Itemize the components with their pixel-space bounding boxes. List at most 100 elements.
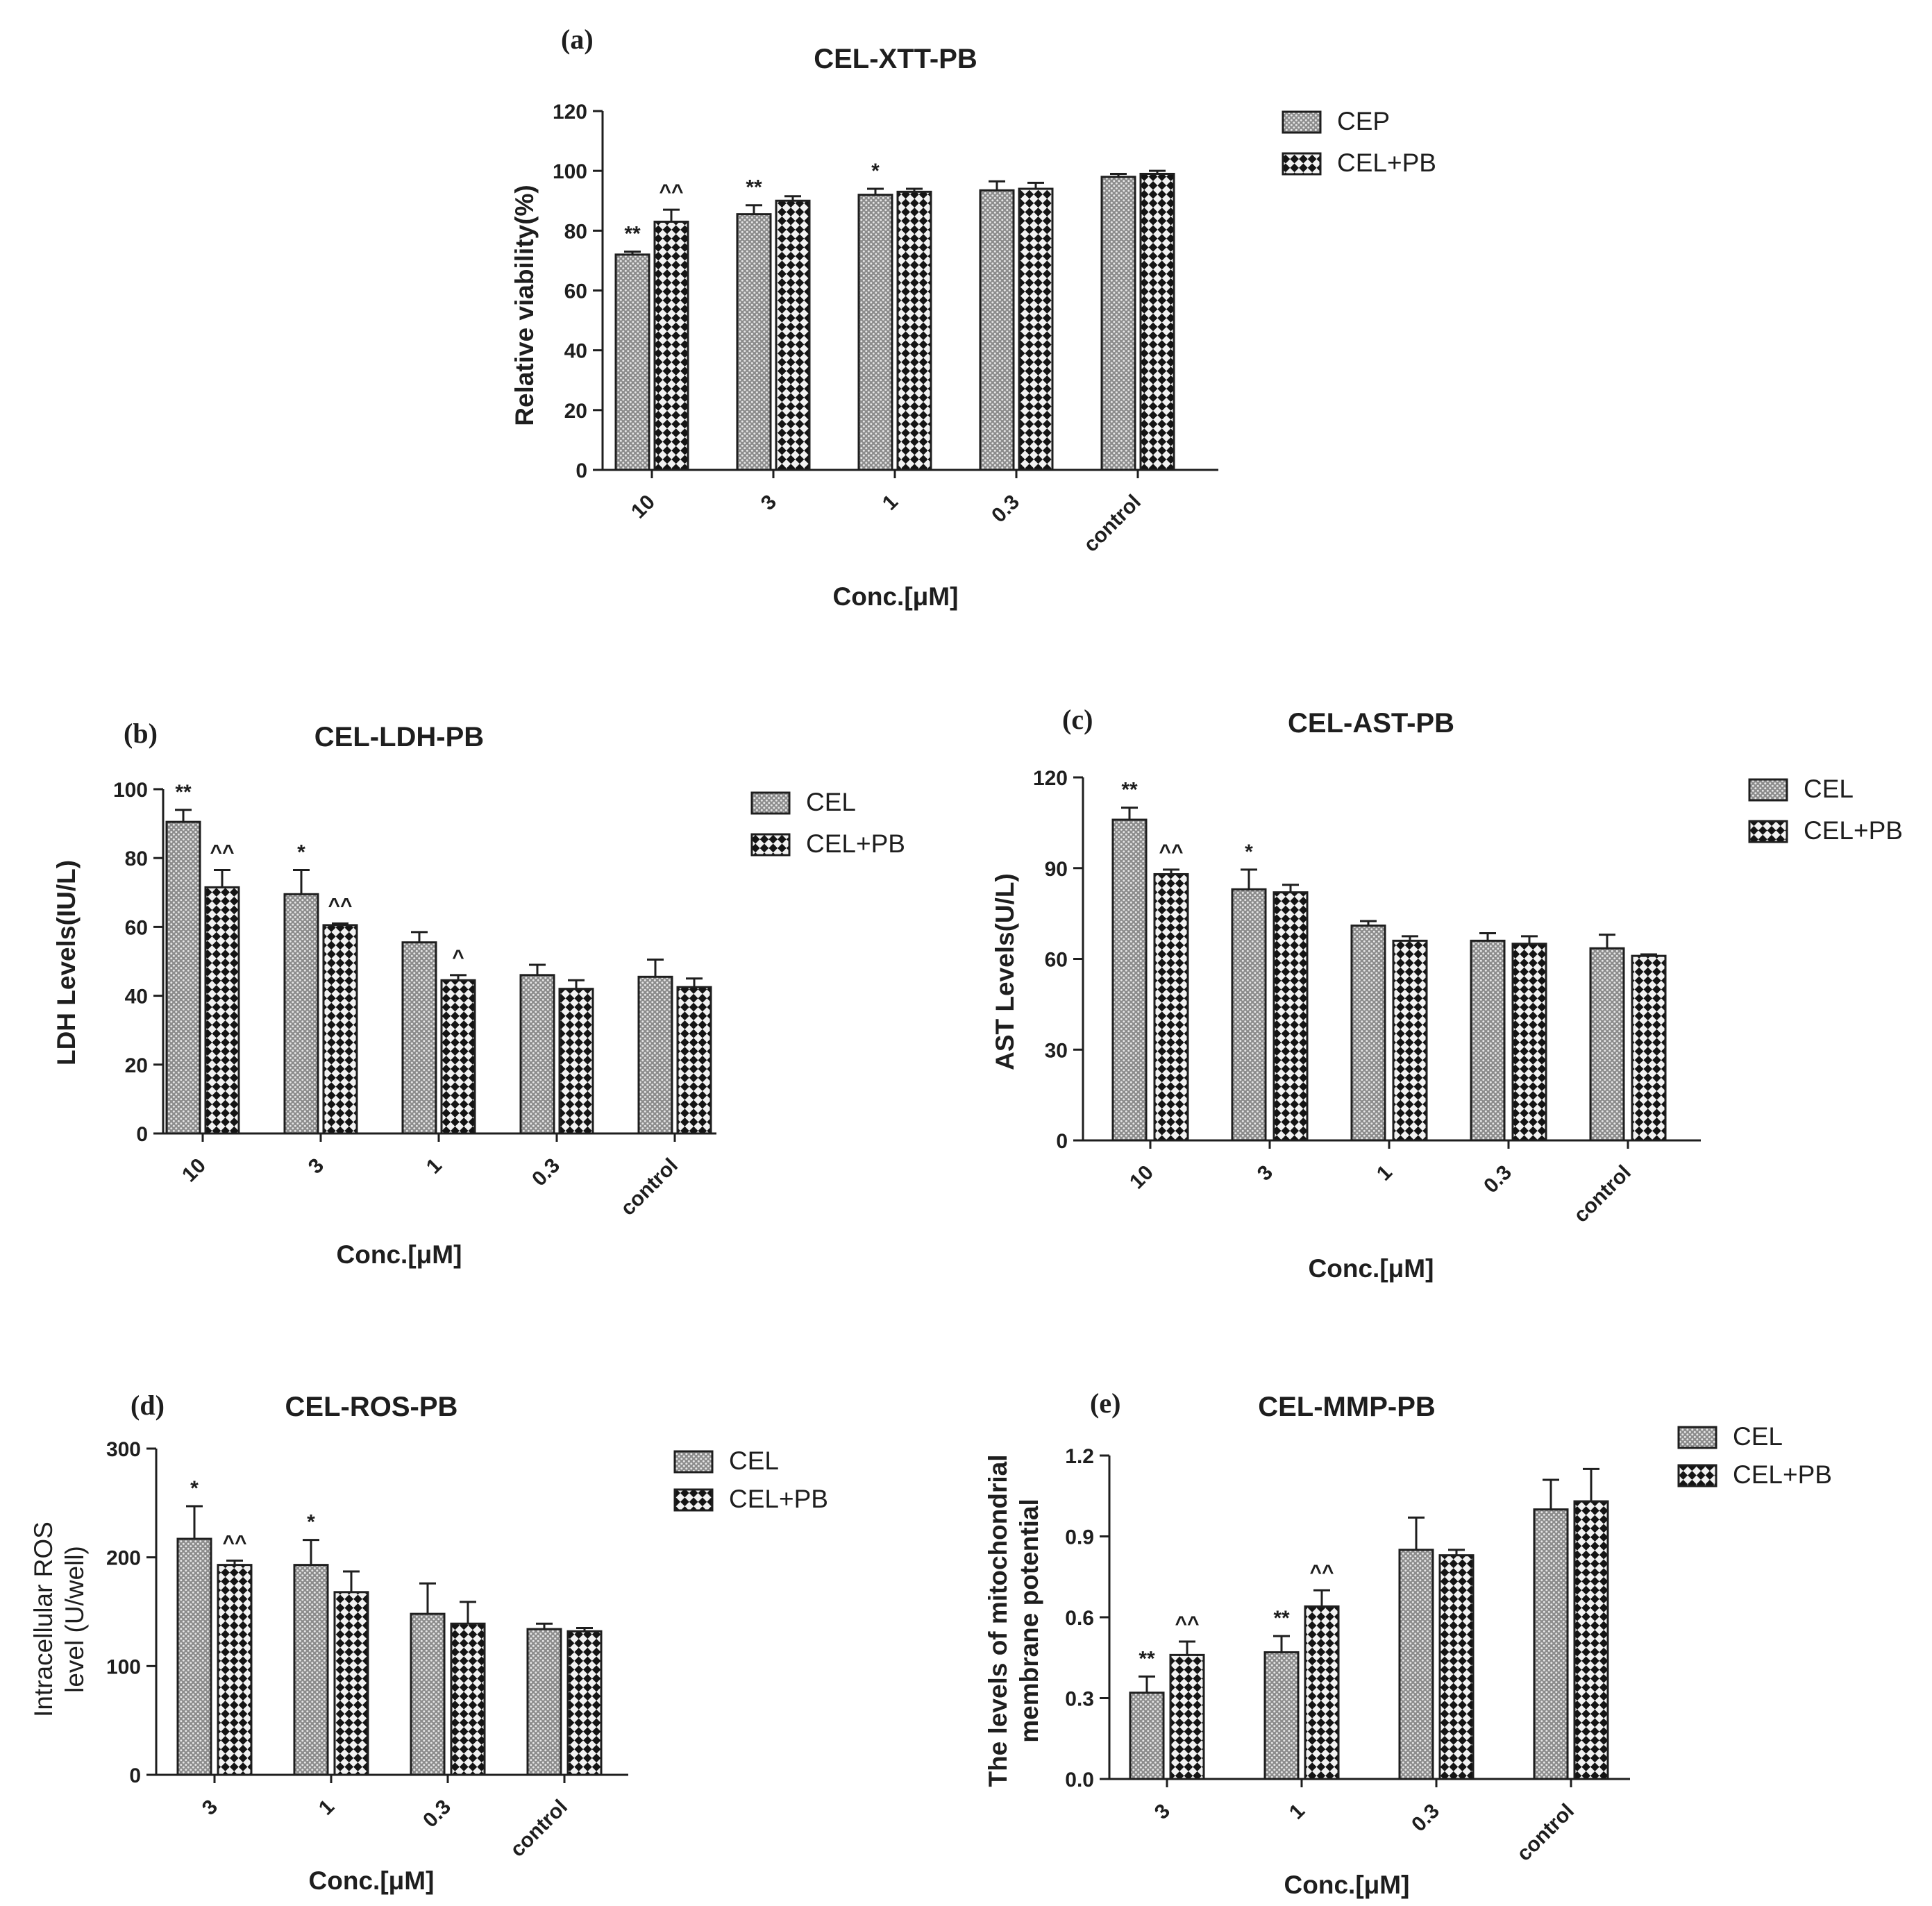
bar-cel-pb [333, 1591, 369, 1776]
bar-cel [526, 1628, 562, 1776]
y-tick-label: 120 [1033, 767, 1068, 790]
significance-marker: * [307, 1511, 315, 1534]
y-tick-label: 200 [106, 1547, 141, 1570]
y-axis-label-d-line2: level (U/well) [60, 1546, 89, 1693]
y-tick-label: 0.6 [1065, 1607, 1094, 1630]
y-tick-label: 0.0 [1065, 1769, 1094, 1791]
bar-cel [165, 820, 201, 1135]
legend-e: CEL CEL+PB [1677, 1422, 1832, 1489]
bar-cel [293, 1564, 329, 1776]
y-tick-label: 80 [564, 220, 587, 243]
y-axis-label-c: AST Levels(U/L) [991, 873, 1019, 1070]
bar-cel-pb [1392, 939, 1428, 1142]
bar-cel-pb [1169, 1653, 1205, 1780]
y-ticks-c: 0 30 60 90 120 [1033, 767, 1084, 1153]
y-tick-label: 100 [106, 1655, 141, 1678]
x-ticks-a: 10 3 1 0.3 control [603, 469, 1218, 557]
legend-d: CEL CEL+PB [673, 1447, 828, 1513]
x-axis-label-c: Conc.[μM] [1309, 1254, 1434, 1283]
x-axis-label-e: Conc.[μM] [1284, 1871, 1410, 1899]
bar-cel [1470, 939, 1506, 1142]
y-tick-label: 20 [125, 1054, 148, 1077]
y-ticks-a: 0 20 40 60 80 100 120 [553, 101, 604, 482]
bar-cel-pb [676, 986, 712, 1135]
bar-cel [410, 1612, 446, 1776]
bar-cel-pb [558, 988, 594, 1135]
x-ticks-c: 10 3 1 0.3 control [1083, 1139, 1701, 1227]
x-axis-label-b: Conc.[μM] [337, 1240, 462, 1269]
legend-label-cel: CEL [1733, 1422, 1783, 1451]
y-tick-label: 60 [564, 280, 587, 303]
y-tick-label: 300 [106, 1438, 141, 1461]
y-tick-label: 0 [129, 1764, 141, 1787]
y-tick-label: 0 [136, 1123, 148, 1146]
significance-marker: * [871, 160, 880, 183]
chart-b: (b) CEL-LDH-PB LDH Levels(IU/L) Conc.[μM… [52, 718, 905, 1269]
significance-marker: ** [1273, 1607, 1290, 1630]
legend-swatch-cel [1677, 1426, 1717, 1449]
bar-cel [637, 975, 673, 1135]
bar-cel-pb [1573, 1500, 1609, 1780]
panel-label-b: (b) [124, 718, 158, 749]
legend-swatch-cel-pb [1748, 820, 1788, 843]
y-tick-label: 40 [564, 340, 587, 363]
bar-cel [283, 893, 319, 1135]
x-tick-label: control [1080, 491, 1145, 557]
y-tick-label: 30 [1045, 1039, 1068, 1062]
legend-swatch-cel-pb [1677, 1464, 1717, 1487]
significance-marker: ^ [452, 946, 464, 969]
x-tick-label: 10 [627, 491, 660, 523]
y-ticks-e: 0.0 0.3 0.6 0.9 1.2 [1065, 1445, 1111, 1791]
x-tick-label: 10 [1125, 1161, 1158, 1194]
bar-cel [1350, 925, 1386, 1142]
x-ticks-b: 10 3 1 0.3 control [163, 1132, 716, 1220]
chart-title-e: CEL-MMP-PB [1258, 1392, 1436, 1422]
significance-marker: * [190, 1477, 199, 1500]
chart-d: (d) CEL-ROS-PB Intracellular ROS level (… [29, 1390, 828, 1895]
chart-a: (a) CEL-XTT-PB Relative viability(%) Con… [510, 24, 1436, 611]
y-tick-label: 80 [125, 847, 148, 870]
significance-marker: ^^ [1159, 841, 1183, 863]
legend-swatch-cel-pb [750, 833, 791, 857]
chart-e: (e) CEL-MMP-PB The levels of mitochondri… [984, 1388, 1832, 1899]
significance-marker: * [297, 841, 305, 864]
x-tick-label: control [1570, 1161, 1636, 1227]
y-tick-label: 40 [125, 986, 148, 1009]
chart-title-a: CEL-XTT-PB [814, 44, 977, 74]
x-tick-label: 1 [878, 491, 902, 515]
y-tick-label: 90 [1045, 858, 1068, 881]
legend-a: CEP CEL+PB [1282, 107, 1436, 177]
panel-label-d: (d) [131, 1390, 165, 1421]
bar-cel-pb [1139, 172, 1175, 471]
y-ticks-b: 0 20 40 60 80 100 [113, 779, 165, 1146]
x-tick-label: control [506, 1796, 572, 1862]
y-tick-label: 120 [553, 101, 587, 124]
x-tick-label: 0.3 [419, 1796, 455, 1832]
x-tick-label: 3 [198, 1796, 222, 1820]
y-tick-label: 60 [1045, 949, 1068, 972]
bar-cel-pb [1304, 1605, 1340, 1780]
plot-area-a: **^^ *** [614, 160, 1175, 471]
legend-b: CEL CEL+PB [750, 788, 905, 858]
y-tick-label: 0.3 [1065, 1688, 1094, 1711]
legend-label-cel-pb: CEL+PB [729, 1485, 828, 1513]
y-tick-label: 100 [113, 779, 148, 802]
bar-cel [1263, 1651, 1300, 1780]
bar-cel-pb [440, 979, 476, 1135]
panel-label-a: (a) [561, 24, 594, 55]
plot-area-b: **^^ *^^^ [165, 781, 712, 1135]
legend-label-cel: CEL [729, 1447, 779, 1475]
legend-label-cel-pb: CEL+PB [1337, 149, 1436, 177]
legend-swatch-cel [673, 1450, 714, 1474]
panel-label-c: (c) [1062, 704, 1093, 735]
x-tick-label: control [616, 1154, 682, 1220]
bar-cel-pb [322, 924, 358, 1135]
bar-cel [614, 253, 650, 471]
legend-label-cel-pb: CEL+PB [1804, 816, 1903, 845]
bar-cel [979, 189, 1015, 471]
bar-cel [857, 194, 893, 471]
bar-cel [401, 941, 437, 1135]
bar-cel-pb [1631, 954, 1667, 1142]
significance-marker: ** [1121, 779, 1138, 802]
significance-marker: ^^ [659, 180, 683, 203]
